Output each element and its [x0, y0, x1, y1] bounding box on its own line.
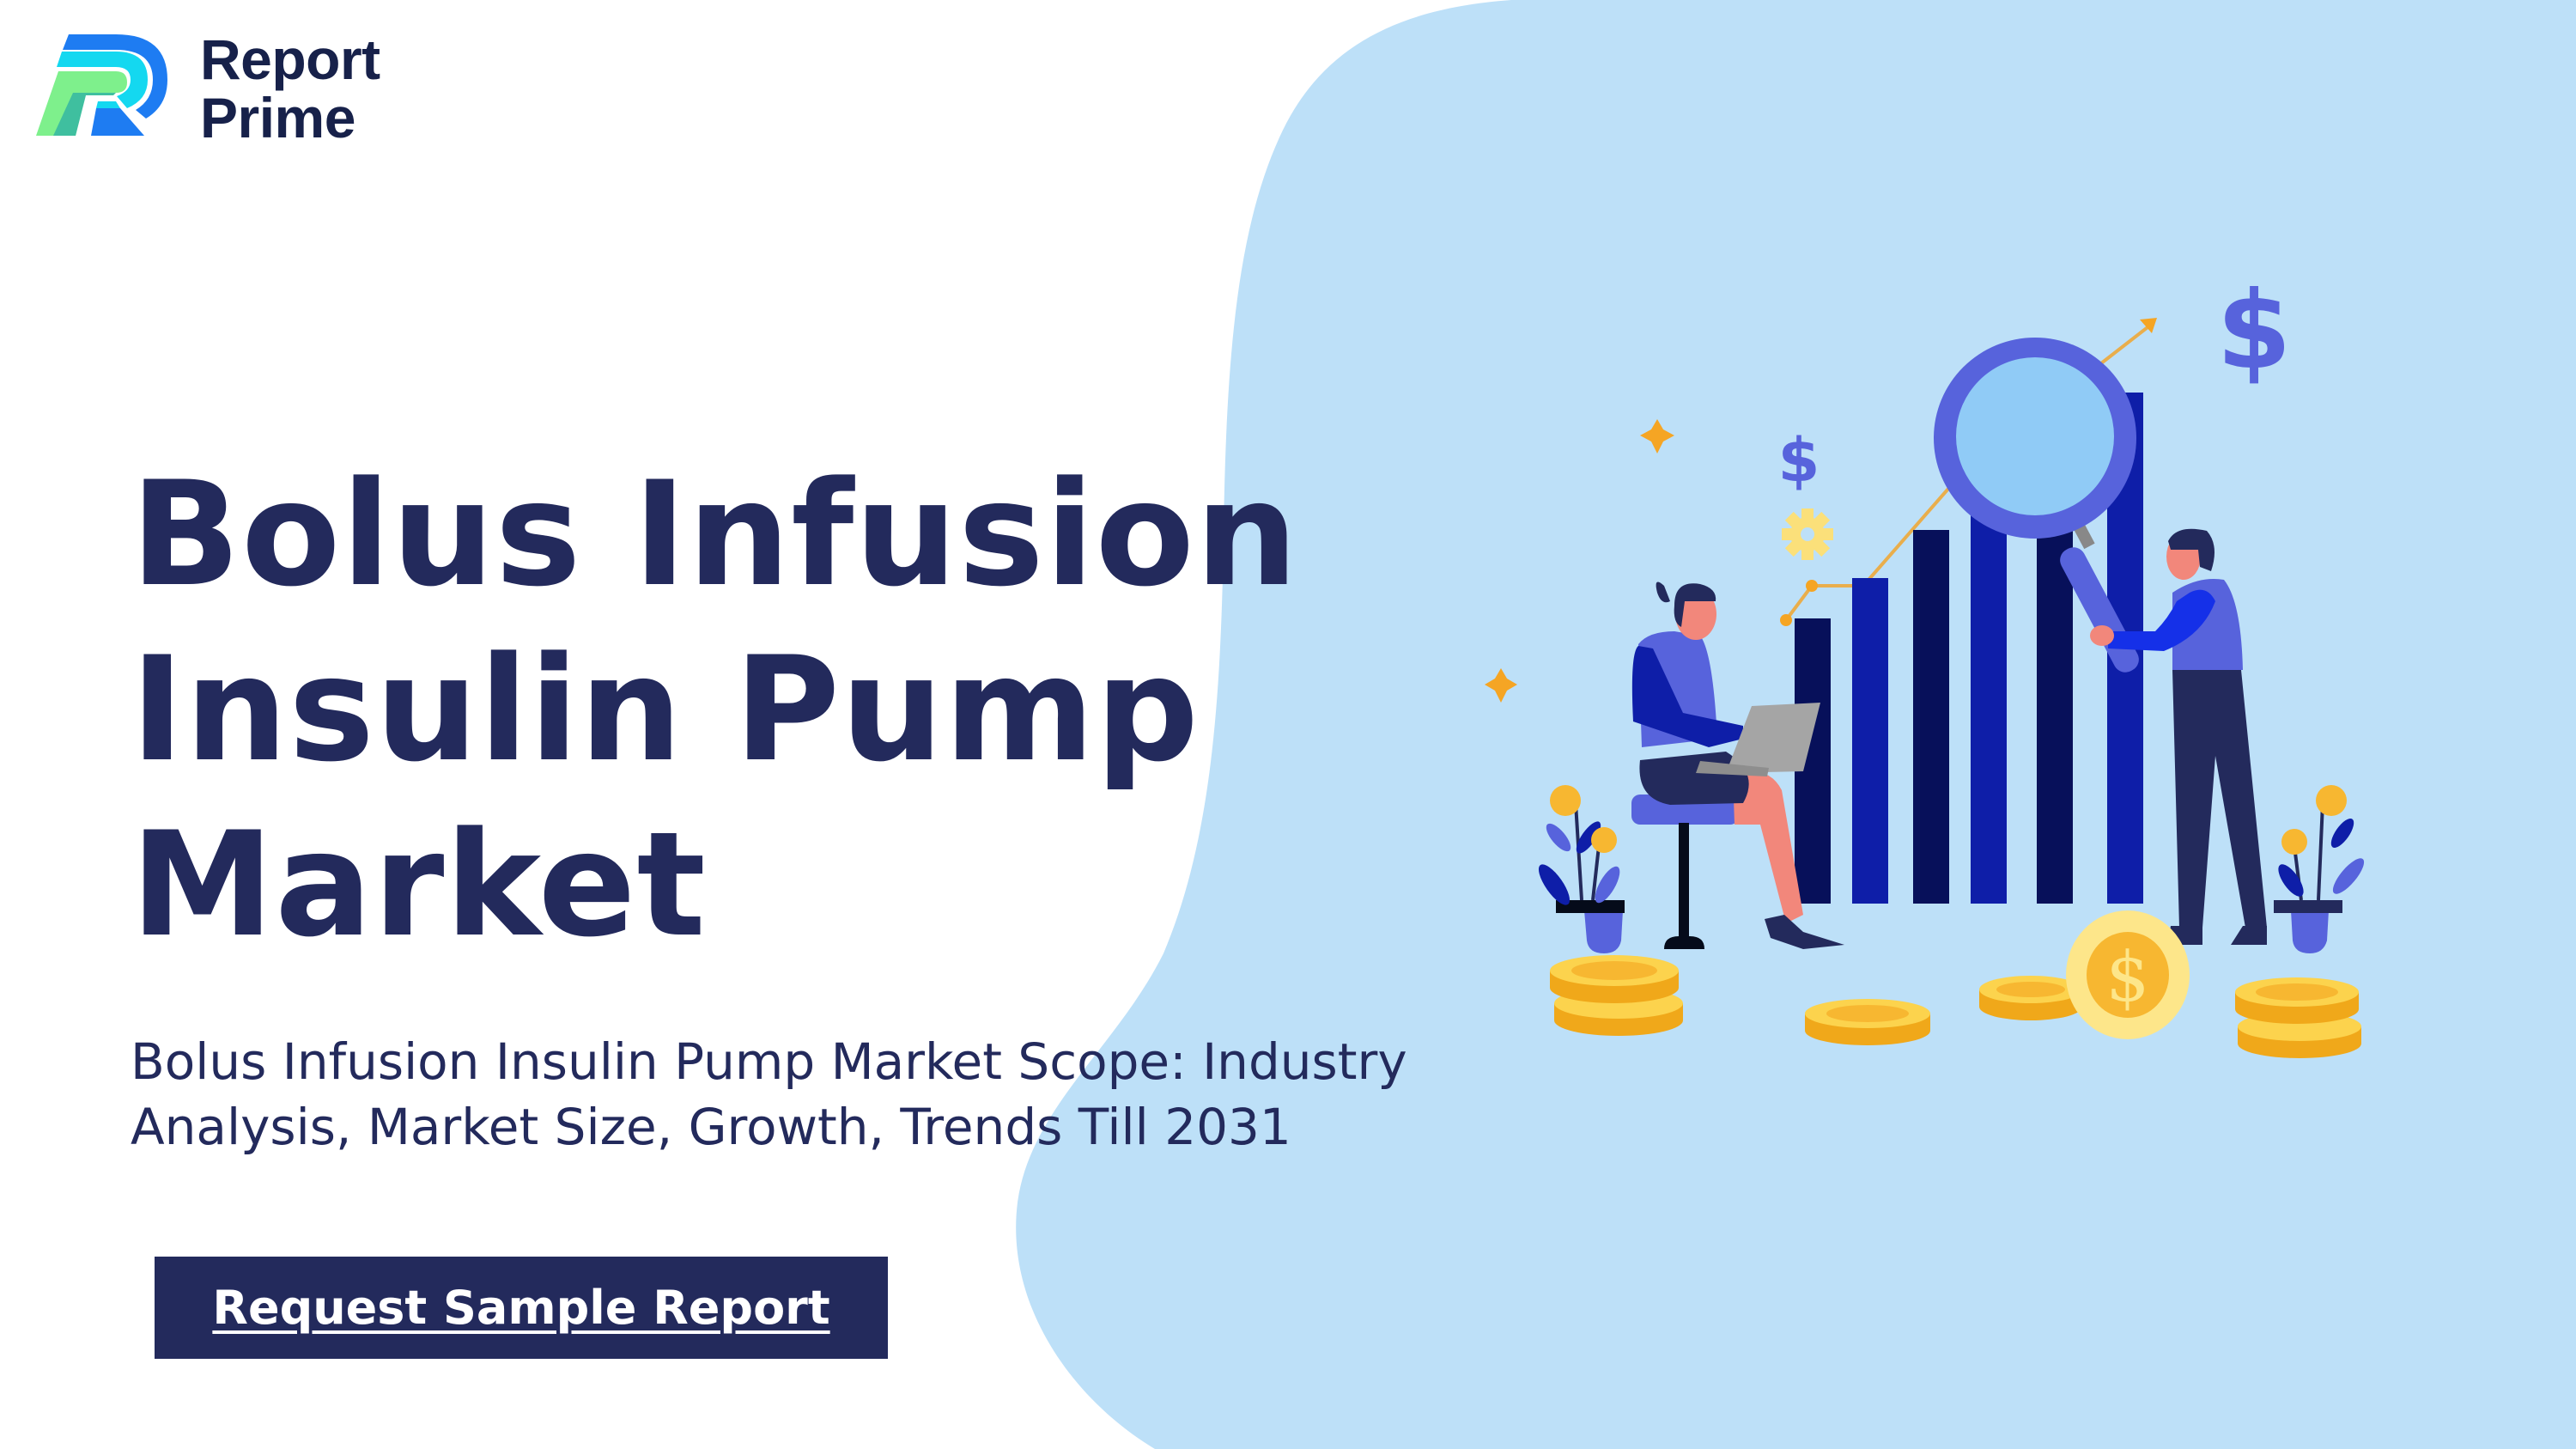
page-subtitle-line-1: Bolus Infusion Insulin Pump Market Scope…	[131, 1032, 1407, 1091]
money-plant-icon	[1538, 785, 2365, 953]
brand-name-line2: Prime	[200, 86, 355, 149]
coin-stack-icon: $	[1550, 910, 2361, 1058]
sparkle-icon	[1485, 419, 1674, 703]
page-title: Bolus Infusion Insulin Pump Market	[131, 447, 1333, 972]
page-subtitle-line-2: Analysis, Market Size, Growth, Trends Ti…	[131, 1098, 1291, 1156]
page-title-line-2: Insulin Pump	[131, 625, 1200, 794]
svg-text:$: $	[2106, 937, 2150, 1017]
gear-icon	[1782, 508, 1833, 560]
large-dollar-coin: $	[2066, 910, 2190, 1039]
woman-with-laptop-figure	[1631, 581, 1844, 949]
dollar-sign-icon: $	[2217, 269, 2292, 393]
brand-name-line1: Report	[200, 27, 380, 91]
man-with-magnifier-figure	[2090, 528, 2267, 945]
dollar-sign-icon: $	[1778, 425, 1820, 496]
page-subtitle: Bolus Infusion Insulin Pump Market Scope…	[131, 1029, 1607, 1160]
brand-logo[interactable]: Report Prime	[34, 31, 380, 146]
page-title-line-1: Bolus Infusion	[131, 450, 1299, 618]
request-sample-report-label: Request Sample Report	[212, 1281, 830, 1335]
request-sample-report-button[interactable]: Request Sample Report	[155, 1257, 888, 1359]
page-title-line-3: Market	[131, 801, 707, 969]
report-prime-logo-icon	[36, 34, 167, 136]
brand-name: Report Prime	[200, 31, 380, 146]
